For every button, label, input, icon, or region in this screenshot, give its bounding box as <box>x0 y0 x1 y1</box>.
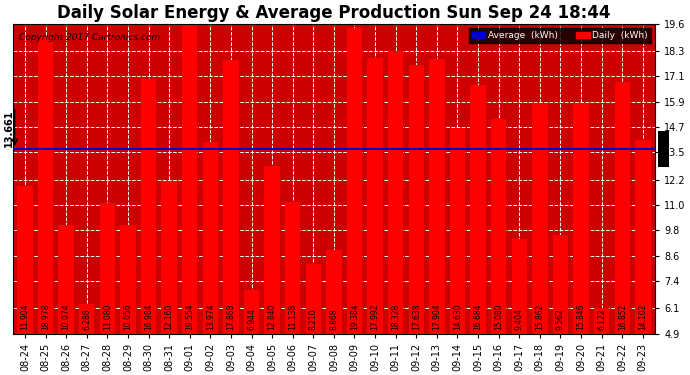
Bar <box>120 225 136 333</box>
Bar <box>408 65 424 333</box>
Bar <box>223 60 239 333</box>
Text: 17.638: 17.638 <box>412 304 421 330</box>
Bar <box>450 129 465 333</box>
Text: 6.122: 6.122 <box>597 309 606 330</box>
Text: 6.286: 6.286 <box>82 309 91 330</box>
Text: 14.102: 14.102 <box>638 304 647 330</box>
Bar <box>182 25 197 333</box>
Text: 13.661: 13.661 <box>3 109 14 147</box>
Bar <box>615 82 630 333</box>
Text: 12.160: 12.160 <box>165 304 174 330</box>
Legend: Average  (kWh), Daily  (kWh): Average (kWh), Daily (kWh) <box>469 28 651 43</box>
Text: 9.562: 9.562 <box>556 309 565 330</box>
Bar <box>141 79 156 333</box>
Text: 10.056: 10.056 <box>124 304 132 330</box>
Text: 17.904: 17.904 <box>433 304 442 330</box>
Bar <box>285 202 300 333</box>
Text: 6.944: 6.944 <box>247 309 256 330</box>
Bar <box>573 103 589 333</box>
Bar <box>367 58 383 333</box>
Text: 16.852: 16.852 <box>618 304 627 330</box>
Bar <box>491 119 506 333</box>
Text: 13.974: 13.974 <box>206 304 215 330</box>
Text: 19.554: 19.554 <box>185 304 194 330</box>
Text: 18.328: 18.328 <box>391 304 400 330</box>
Bar <box>635 140 651 333</box>
Bar <box>59 225 74 333</box>
Text: 16.684: 16.684 <box>473 304 482 330</box>
Bar <box>388 51 404 333</box>
Text: 14.630: 14.630 <box>453 304 462 330</box>
Bar <box>161 180 177 333</box>
Bar <box>38 37 53 333</box>
Text: Copyright 2017 Cartronics.com: Copyright 2017 Cartronics.com <box>19 33 160 42</box>
Text: 15.846: 15.846 <box>577 304 586 330</box>
Bar <box>244 291 259 333</box>
Bar <box>429 60 444 333</box>
Text: 18.978: 18.978 <box>41 304 50 330</box>
Text: 8.868: 8.868 <box>329 309 338 330</box>
Bar <box>471 85 486 333</box>
Bar <box>594 308 609 333</box>
Text: 10.074: 10.074 <box>61 304 70 330</box>
Bar <box>553 235 568 333</box>
Bar <box>347 28 362 333</box>
Bar <box>511 238 527 333</box>
Text: 15.862: 15.862 <box>535 304 544 330</box>
Text: 15.080: 15.080 <box>494 304 503 330</box>
Text: 11.138: 11.138 <box>288 304 297 330</box>
Text: 17.868: 17.868 <box>226 304 235 330</box>
Text: 11.904: 11.904 <box>21 304 30 330</box>
Bar <box>264 166 280 333</box>
Bar <box>79 304 95 333</box>
Title: Daily Solar Energy & Average Production Sun Sep 24 18:44: Daily Solar Energy & Average Production … <box>57 4 611 22</box>
Bar <box>17 186 32 333</box>
Text: 13.661: 13.661 <box>660 132 669 166</box>
Text: 16.984: 16.984 <box>144 304 153 330</box>
Text: 8.210: 8.210 <box>309 309 318 330</box>
Text: 19.384: 19.384 <box>350 304 359 330</box>
Text: 12.840: 12.840 <box>268 304 277 330</box>
Text: 11.080: 11.080 <box>103 304 112 330</box>
Bar <box>306 264 321 333</box>
Text: 9.404: 9.404 <box>515 309 524 330</box>
Bar <box>99 203 115 333</box>
Bar <box>203 142 218 333</box>
Bar <box>326 250 342 333</box>
Text: 17.992: 17.992 <box>371 304 380 330</box>
Bar <box>532 102 548 333</box>
